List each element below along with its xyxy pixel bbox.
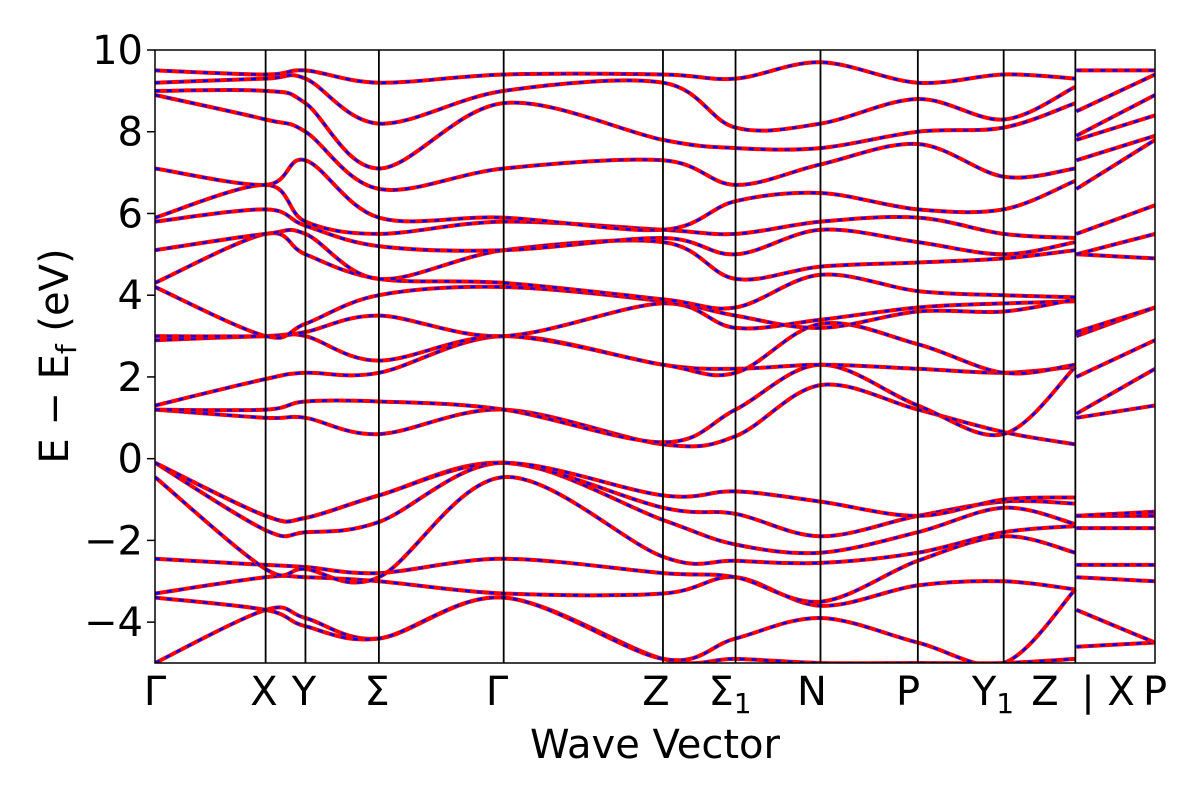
band-line-blue-5-0: [155, 461, 1076, 555]
y-tick-label: −4: [84, 600, 143, 646]
band-line-red-10-1: [1075, 338, 1155, 379]
band-line-blue-1-0: [155, 588, 1077, 663]
band-line-blue-7-1: [1076, 510, 1155, 518]
band-line-red-16-1: [1075, 203, 1155, 236]
band-line-red-19-0: [155, 93, 1076, 192]
band-line-blue-15-1: [1076, 232, 1155, 256]
y-tick-label: −2: [84, 518, 143, 564]
x-tick-label-11: | X: [1081, 669, 1135, 715]
band-line-blue-18-1: [1076, 134, 1155, 162]
x-tick-label-1: X: [250, 669, 277, 715]
band-line-blue-8-1: [1076, 404, 1155, 420]
band-line-red-1-1: [1075, 608, 1155, 645]
band-line-blue-2-0: [155, 574, 1076, 608]
y-tick-label: 2: [118, 355, 143, 401]
band-line-red-21-1: [1075, 72, 1155, 114]
y-axis-label: E − Ef (eV): [32, 248, 83, 463]
band-line-blue-19-1: [1076, 114, 1155, 142]
band-line-red-5-0: [155, 460, 1076, 556]
band-line-blue-7-0: [155, 461, 1076, 523]
band-line-blue-11-0: [155, 321, 1076, 377]
x-tick-label-3: Σ: [364, 669, 389, 715]
band-line-blue-13-1: [1076, 306, 1155, 334]
x-tick-label-6: Σ1: [708, 669, 751, 720]
band-line-red-18-0: [155, 157, 1077, 233]
band-line-blue-0-0: [155, 596, 1076, 663]
band-line-blue-2-1: [1076, 575, 1155, 583]
x-tick-label-8: P: [896, 669, 920, 715]
band-line-blue-4-0: [155, 475, 1076, 584]
y-tick-label: 0: [118, 437, 143, 483]
band-line-red-15-0: [155, 227, 1076, 282]
band-line-blue-19-0: [155, 93, 1076, 192]
band-line-red-2-0: [155, 573, 1076, 608]
band-line-blue-20-0: [155, 88, 1076, 170]
band-line-red-20-1: [1075, 93, 1155, 138]
y-axis-label-main: E − E: [32, 354, 78, 464]
x-tick-label-10: Z: [1031, 669, 1058, 715]
band-line-red-0-0: [155, 595, 1076, 663]
band-line-blue-0-1: [1076, 641, 1155, 648]
bands-layer: [155, 60, 1155, 663]
x-tick-label-2: Y: [291, 669, 317, 715]
band-line-blue-17-1: [1075, 138, 1155, 190]
y-tick-label: 4: [118, 273, 143, 319]
band-line-blue-9-0: [155, 363, 1077, 444]
x-tick-label-4: Γ: [486, 669, 509, 715]
x-tick-label-7: N: [797, 669, 827, 715]
y-axis-label-unit: (eV): [32, 248, 78, 344]
band-line-red-3-0: [155, 534, 1076, 604]
band-line-blue-16-0: [155, 208, 1076, 256]
band-line-blue-22-0: [155, 61, 1076, 85]
band-line-blue-10-0: [155, 334, 1076, 407]
band-line-red-9-0: [155, 362, 1077, 445]
band-line-blue-14-0: [155, 231, 1076, 310]
band-line-red-1-0: [155, 588, 1077, 663]
x-axis-label: Wave Vector: [530, 722, 781, 768]
band-line-blue-21-0: [155, 73, 1076, 132]
y-axis-label-sub: f: [50, 343, 83, 354]
x-tick-label-9: Y1: [971, 669, 1014, 720]
x-tick-label-12: P: [1143, 669, 1167, 715]
x-tick-label-5: Z: [642, 669, 669, 715]
band-line-blue-12-0: [155, 300, 1076, 338]
plot-frame: [154, 49, 1156, 664]
x-tick-label-0: Γ: [144, 669, 167, 715]
band-line-blue-15-0: [155, 228, 1076, 281]
y-tick-label: 6: [118, 191, 143, 237]
band-line-blue-3-0: [155, 535, 1076, 604]
kpoint-lines-layer: [264, 50, 1077, 663]
band-line-blue-9-1: [1075, 367, 1155, 415]
y-ticks-layer: −4 −2 0 2 4 6 8 10: [84, 28, 155, 646]
y-tick-label: 8: [118, 110, 143, 156]
y-tick-label: 10: [92, 28, 143, 74]
